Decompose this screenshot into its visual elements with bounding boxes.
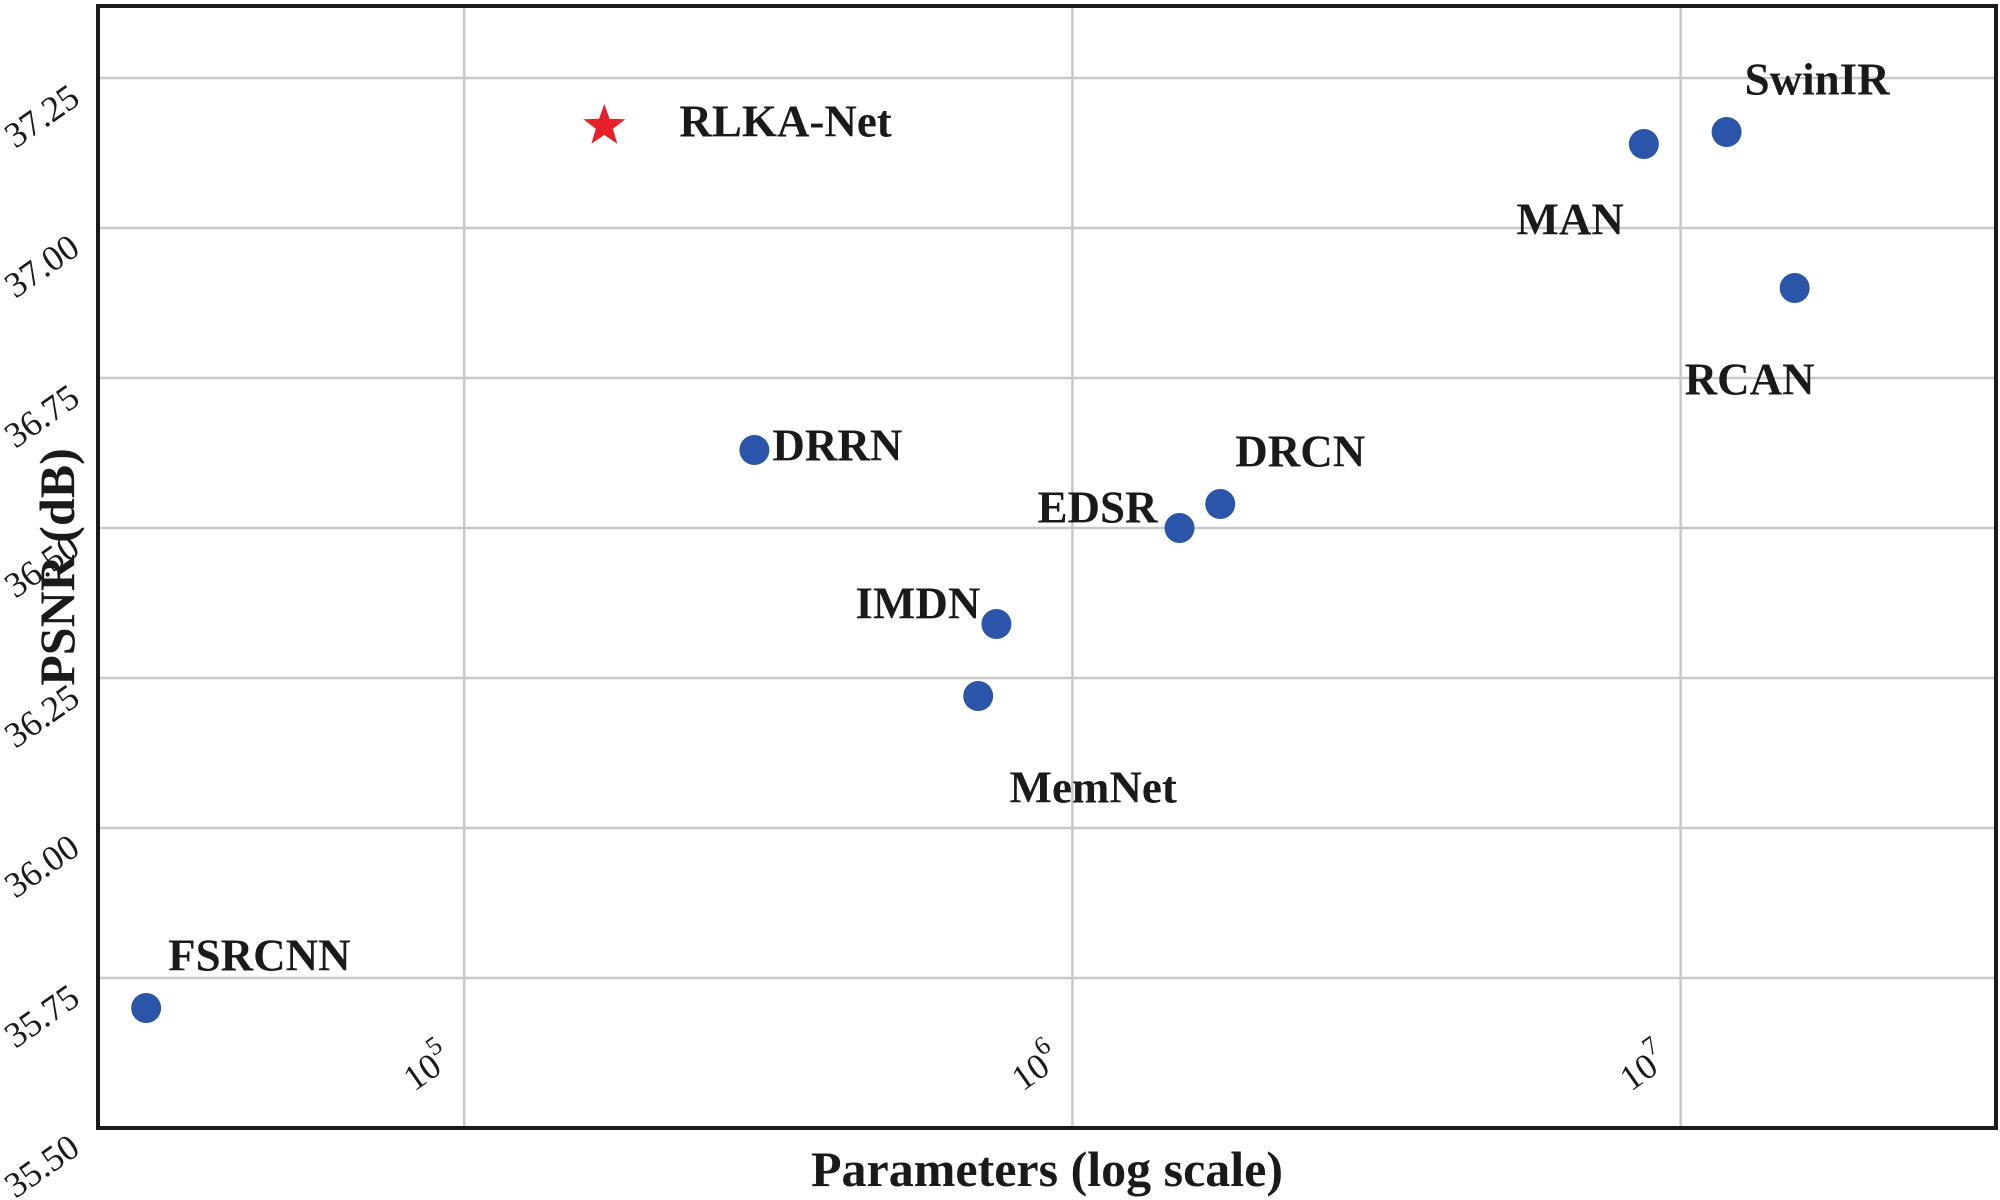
point-label: DRRN — [772, 420, 902, 470]
data-points — [131, 104, 1810, 1023]
plot-frame — [96, 4, 1998, 1130]
y-tick-label: 36.25 — [0, 676, 86, 755]
y-axis-title: PSNR (dB) — [29, 448, 85, 686]
point-label: MAN — [1516, 194, 1623, 244]
scatter-point — [1164, 513, 1195, 543]
y-tick-label: 36.75 — [0, 376, 86, 455]
x-axis-title: Parameters (log scale) — [811, 1141, 1283, 1197]
point-label: EDSR — [1037, 482, 1158, 532]
point-label: RLKA-Net — [679, 96, 891, 146]
grid — [98, 6, 1996, 1128]
point-label: DRCN — [1235, 426, 1365, 476]
point-label: FSRCNN — [168, 930, 351, 980]
scatter-point — [739, 435, 770, 465]
y-tick-label: 35.75 — [0, 976, 86, 1055]
point-labels: RLKA-Net FSRCNN DRRN IMDN MemNet EDSR DRCN MAN S… — [168, 54, 1890, 980]
scatter-point — [963, 681, 994, 711]
scatter-point — [981, 609, 1012, 639]
scatter-point — [1205, 489, 1236, 519]
point-label: IMDN — [855, 578, 980, 628]
point-label: RCAN — [1685, 354, 1815, 404]
star-point — [583, 104, 626, 144]
scatter-point — [1711, 117, 1742, 147]
scatter-point — [131, 993, 162, 1023]
y-tick-label: 36.00 — [0, 826, 86, 905]
y-tick-label: 35.50 — [0, 1126, 86, 1200]
x-tick-label: 105 — [391, 1030, 459, 1098]
point-label: SwinIR — [1745, 54, 1891, 104]
y-tick-label: 37.25 — [0, 76, 86, 155]
scatter-point — [1628, 129, 1659, 159]
point-label: MemNet — [1009, 762, 1176, 812]
scatter-point — [1779, 273, 1810, 303]
x-tick-label: 107 — [1607, 1030, 1675, 1098]
tick-labels: 35.5035.7536.0036.2536.5036.7537.0037.25… — [0, 76, 1675, 1200]
x-tick-label: 106 — [999, 1030, 1067, 1098]
y-tick-label: 37.00 — [0, 226, 86, 305]
